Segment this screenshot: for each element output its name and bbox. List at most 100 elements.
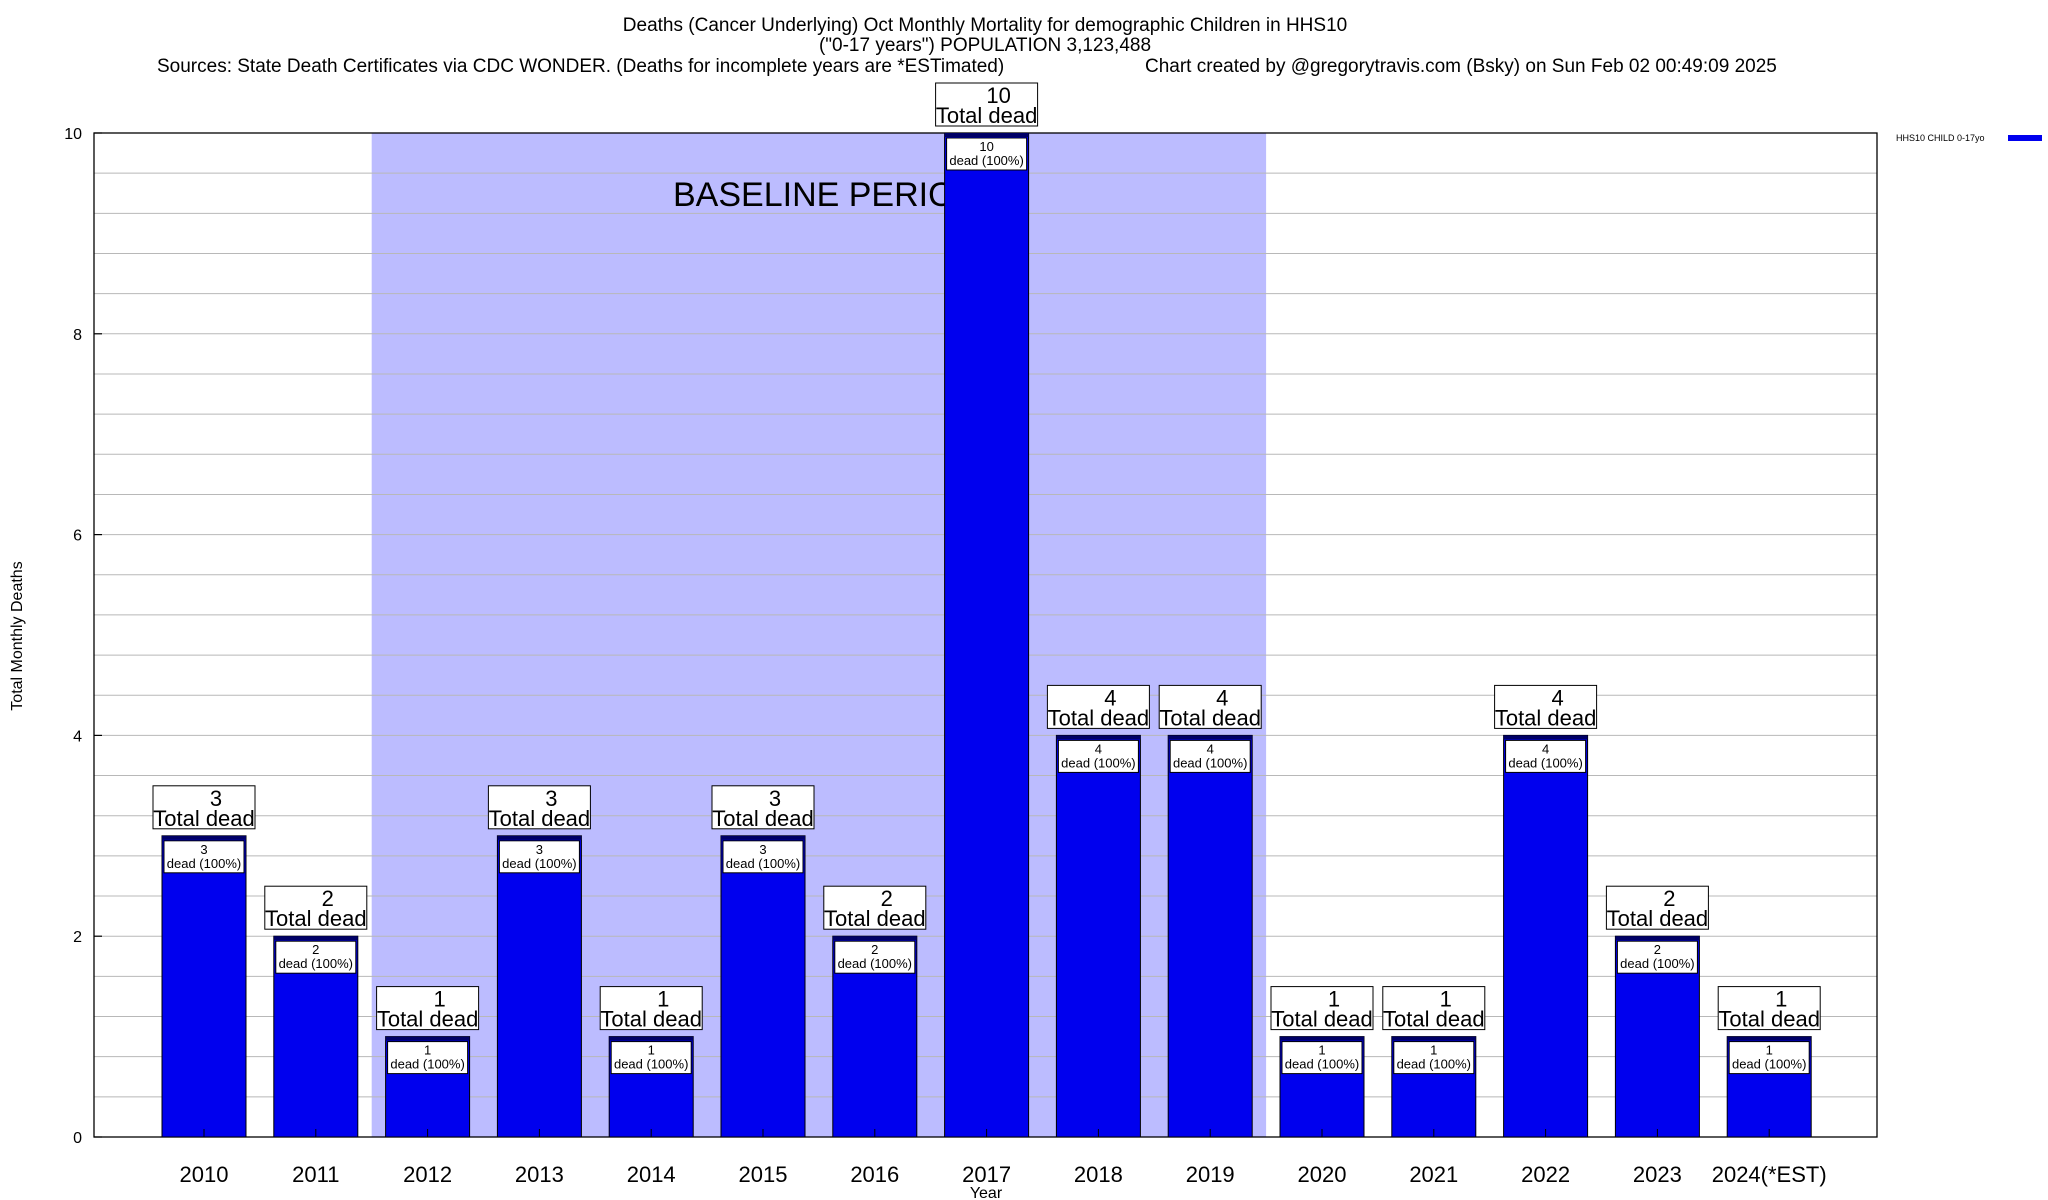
bar-cap [721, 835, 805, 840]
bar-cap [385, 1036, 470, 1041]
top-label-box [711, 785, 815, 830]
inner-label-value: 1 [648, 1043, 655, 1058]
inner-label-value: 4 [1542, 741, 1549, 756]
inner-label-text: dead (100%) [1285, 1057, 1359, 1072]
top-label-value: 4 [1216, 685, 1228, 710]
bar-2017 [944, 132, 1030, 1138]
bar-cap [273, 936, 358, 941]
x-tick-label: 2017 [962, 1162, 1011, 1187]
top-label-box [1046, 684, 1150, 729]
inner-label-text: dead (100%) [838, 956, 912, 971]
x-tick-label: 2024(*EST) [1712, 1162, 1827, 1187]
top-label-box [599, 986, 703, 1031]
y-tick-label: 10 [64, 126, 82, 143]
top-label-text: Total dead [153, 806, 255, 831]
top-label-text: Total dead [1495, 705, 1597, 730]
y-tick-label: 4 [73, 728, 82, 745]
inner-label-text: dead (100%) [1397, 1057, 1471, 1072]
x-tick-label: 2020 [1298, 1162, 1347, 1187]
x-tick-label: 2014 [627, 1162, 676, 1187]
top-label-box [823, 885, 927, 930]
bar-cap [832, 936, 917, 941]
inner-label-value: 4 [1095, 741, 1102, 756]
inner-label-box [722, 840, 804, 874]
inner-label-value: 10 [979, 139, 993, 154]
top-label-value: 2 [322, 886, 334, 911]
inner-label-box [163, 840, 245, 874]
top-label-text: Total dead [265, 906, 367, 931]
x-axis-title: Year [970, 1185, 1003, 1200]
bar-cap [1056, 735, 1141, 740]
inner-label-box [275, 940, 357, 974]
top-label-text: Total dead [1271, 1007, 1373, 1032]
top-label-value: 1 [1775, 987, 1787, 1012]
top-label-box [152, 785, 256, 830]
inner-label-value: 3 [200, 842, 207, 857]
bar-cap [1168, 735, 1253, 740]
top-label-value: 3 [545, 786, 557, 811]
inner-label-text: dead (100%) [1508, 755, 1582, 770]
chart-title-line2: ("0-17 years") POPULATION 3,123,488 [819, 35, 1151, 56]
chart-sources: Sources: State Death Certificates via CD… [157, 56, 1004, 77]
top-label-box [1382, 986, 1486, 1031]
inner-label-text: dead (100%) [167, 856, 241, 871]
top-label-value: 1 [433, 987, 445, 1012]
y-axis-title: Total Monthly Deaths [9, 561, 26, 710]
top-label-value: 10 [986, 83, 1010, 108]
top-label-value: 4 [1551, 685, 1563, 710]
inner-label-value: 4 [1207, 741, 1214, 756]
inner-label-box [1505, 739, 1587, 773]
top-label-box [1494, 684, 1598, 729]
x-tick-label: 2010 [180, 1162, 229, 1187]
top-label-box [1605, 885, 1709, 930]
baseline-period-label: BASELINE PERIOD [673, 176, 979, 214]
x-tick-label: 2018 [1074, 1162, 1123, 1187]
top-label-text: Total dead [1718, 1007, 1820, 1032]
inner-label-text: dead (100%) [726, 856, 800, 871]
inner-label-value: 1 [1318, 1043, 1325, 1058]
inner-label-text: dead (100%) [1173, 755, 1247, 770]
chart-title-line1: Deaths (Cancer Underlying) Oct Monthly M… [623, 15, 1347, 36]
top-label-text: Total dead [600, 1007, 702, 1032]
bar-cap [609, 1036, 694, 1041]
y-tick-label: 2 [73, 929, 82, 946]
bar-cap [162, 835, 246, 840]
top-label-box [1158, 684, 1262, 729]
inner-label-box [1616, 940, 1698, 974]
inner-label-text: dead (100%) [279, 956, 353, 971]
x-tick-label: 2021 [1409, 1162, 1458, 1187]
y-tick-label: 6 [73, 528, 82, 545]
top-label-value: 1 [1328, 987, 1340, 1012]
bar-2015 [720, 835, 806, 1138]
inner-label-text: dead (100%) [1732, 1057, 1806, 1072]
top-label-value: 3 [210, 786, 222, 811]
legend-swatch [2008, 135, 2042, 141]
legend-label: HHS10 CHILD 0-17yo [1896, 133, 1985, 143]
inner-label-value: 1 [1430, 1043, 1437, 1058]
inner-label-value: 2 [1654, 942, 1661, 957]
top-label-value: 4 [1104, 685, 1116, 710]
x-tick-label: 2013 [515, 1162, 564, 1187]
top-label-text: Total dead [936, 103, 1038, 128]
inner-label-value: 1 [424, 1043, 431, 1058]
top-label-text: Total dead [489, 806, 591, 831]
inner-label-box [498, 840, 580, 874]
top-label-text: Total dead [1607, 906, 1709, 931]
inner-label-box [1169, 739, 1251, 773]
inner-label-box [834, 940, 916, 974]
x-tick-label: 2023 [1633, 1162, 1682, 1187]
y-tick-label: 8 [73, 327, 82, 344]
bar-2013 [496, 835, 582, 1138]
inner-label-text: dead (100%) [1061, 755, 1135, 770]
y-tick-label: 0 [73, 1130, 82, 1147]
inner-label-text: dead (100%) [502, 856, 576, 871]
inner-label-text: dead (100%) [949, 153, 1023, 168]
top-label-text: Total dead [712, 806, 814, 831]
bar-cap [497, 835, 582, 840]
inner-label-box [946, 137, 1028, 171]
x-tick-label: 2022 [1521, 1162, 1570, 1187]
bar-2019 [1167, 734, 1253, 1138]
top-label-box [1270, 986, 1374, 1031]
inner-label-text: dead (100%) [1620, 956, 1694, 971]
